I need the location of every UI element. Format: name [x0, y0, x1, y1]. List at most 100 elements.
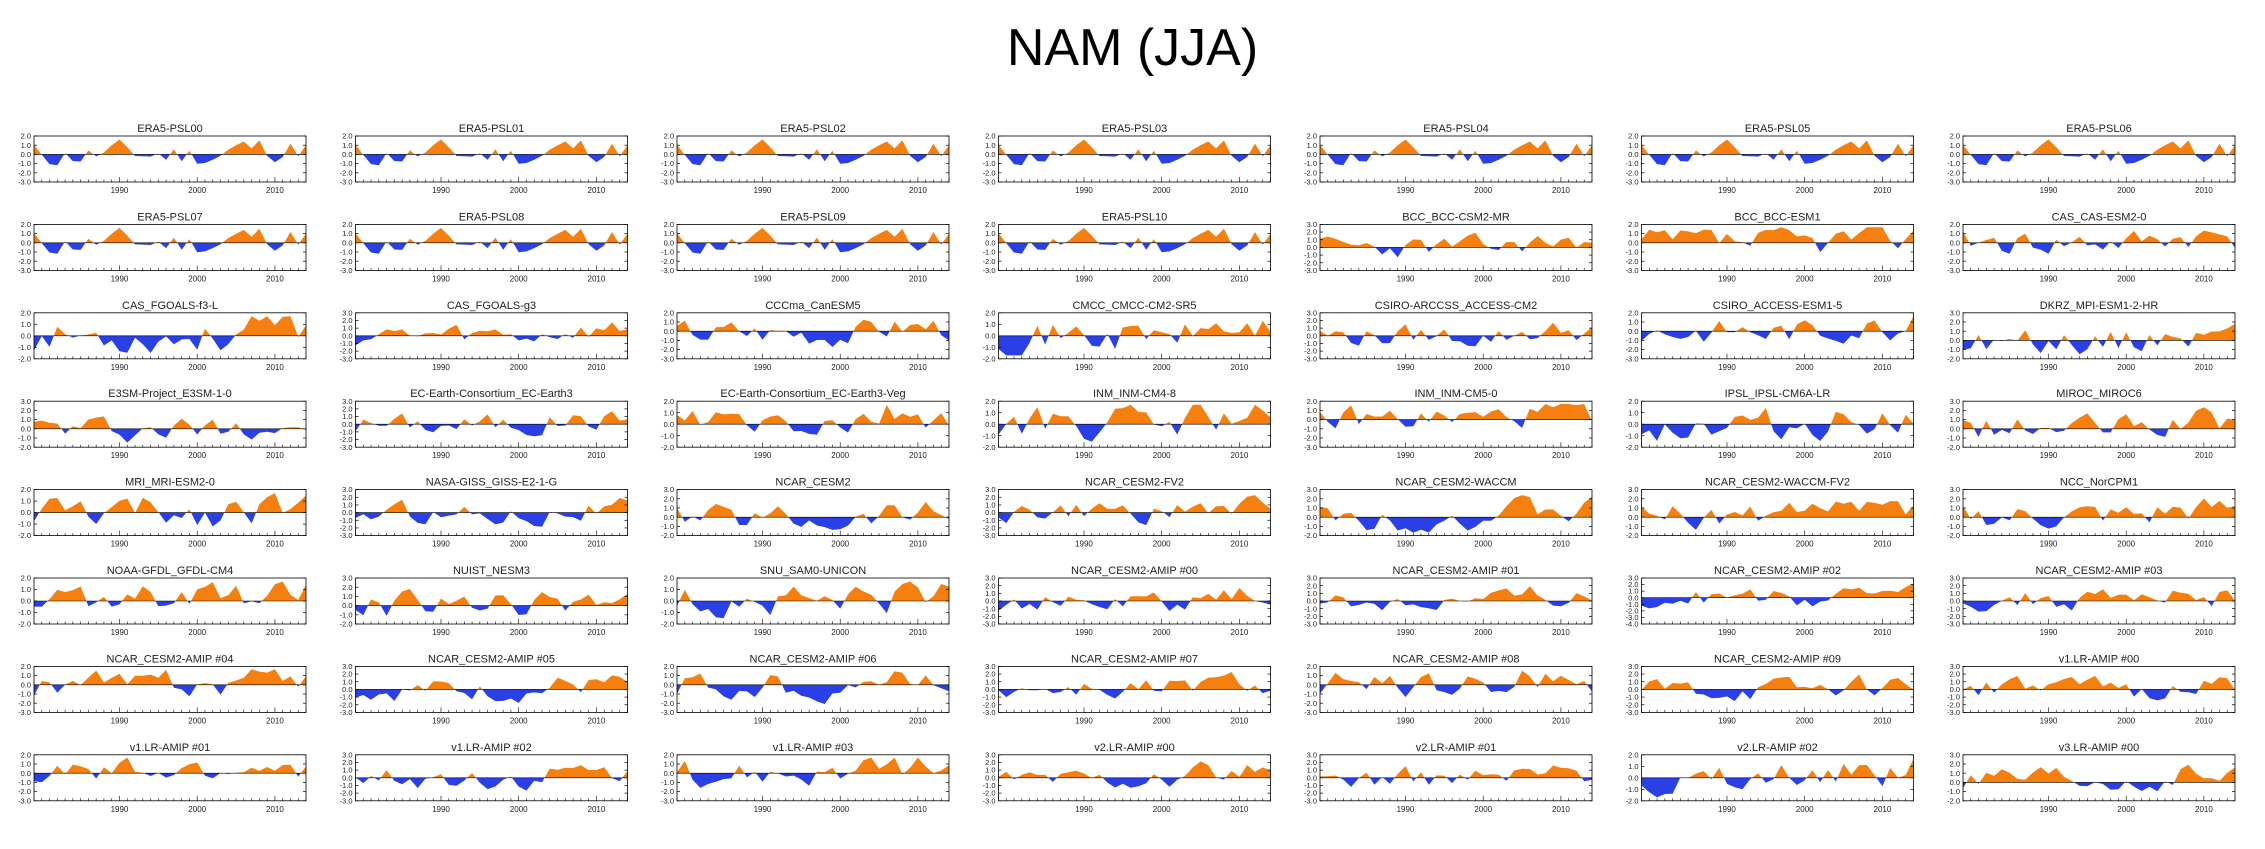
y-tick-label: 1.0 — [1950, 589, 1960, 598]
y-tick-label: 0.0 — [664, 769, 674, 778]
y-tick-label: -1.0 — [18, 248, 31, 257]
negative-area — [1660, 517, 1667, 520]
panel-title: NCAR_CESM2-FV2 — [1085, 477, 1184, 489]
negative-area — [423, 689, 427, 691]
positive-area — [1105, 404, 1154, 425]
negative-area — [709, 154, 729, 162]
plot-frame — [676, 666, 950, 713]
y-tick-label: -3.0 — [983, 708, 996, 717]
positive-area — [122, 586, 156, 601]
y-tick-label: -1.0 — [1304, 159, 1317, 168]
positive-area — [1496, 495, 1563, 518]
positive-area — [231, 423, 240, 429]
x-tick-label: 1990 — [754, 186, 772, 195]
x-tick-label: 2010 — [1231, 628, 1249, 637]
x-tick-label: 2000 — [1153, 540, 1171, 549]
x-tick-label: 2000 — [1474, 451, 1492, 460]
y-tick-label: 0.0 — [1950, 685, 1960, 694]
positive-area — [1501, 242, 1519, 248]
positive-area — [222, 140, 267, 155]
positive-area — [1891, 143, 1905, 155]
panel: NCAR_CESM2-AMIP #06 2.01.00.0-1.0-2.0-3.0… — [661, 653, 950, 725]
panel: ERA5-PSL05 2.01.00.0-1.0-2.0-3.0 1990 2000 2… — [1626, 123, 1914, 195]
y-tick-label: -1.0 — [1304, 781, 1317, 790]
y-tick-label: 1.0 — [985, 766, 995, 775]
x-tick-label: 2000 — [2117, 540, 2135, 549]
positive-area — [368, 599, 381, 606]
y-tick-label: -2.0 — [661, 443, 674, 452]
positive-area — [1011, 599, 1016, 601]
negative-area — [1970, 154, 1994, 166]
positive-area — [759, 415, 789, 425]
positive-area — [763, 506, 789, 518]
positive-area — [679, 589, 691, 601]
negative-area — [1756, 597, 1768, 601]
positive-area — [1134, 149, 1142, 155]
positive-area — [2160, 334, 2183, 341]
positive-area — [66, 764, 92, 774]
positive-area — [1092, 774, 1103, 778]
y-tick-label: -2.0 — [1626, 257, 1639, 266]
panel-title: ERA5-PSL09 — [780, 211, 845, 223]
x-tick-label: 1990 — [111, 451, 129, 460]
negative-area — [454, 689, 478, 700]
negative-area — [482, 689, 548, 703]
y-tick-label: -2.0 — [18, 531, 31, 540]
y-tick-label: 1.0 — [1307, 141, 1317, 150]
x-tick-label: 2000 — [2117, 716, 2135, 725]
x-tick-label: 2000 — [188, 805, 206, 814]
negative-area — [133, 154, 156, 157]
y-tick-label: 3.0 — [1307, 574, 1317, 583]
y-tick-label: 1.0 — [1307, 589, 1317, 598]
panel: NOAA-GFDL_GFDL-CM4 2.0 1.0 0.0 -1.0 -2.0 1990 2… — [18, 565, 307, 637]
positive-area — [284, 232, 298, 243]
y-tick-label: -3.0 — [1947, 620, 1960, 629]
negative-area — [493, 424, 499, 428]
positive-area — [1193, 320, 1271, 336]
y-tick-label: 0.0 — [1628, 150, 1638, 159]
y-tick-label: 2.0 — [1628, 397, 1638, 406]
positive-area — [491, 149, 499, 155]
negative-area — [546, 335, 563, 339]
y-tick-label: 0.0 — [1950, 597, 1960, 606]
negative-area — [1379, 154, 1387, 157]
positive-area — [1907, 145, 1914, 155]
panel-title: DKRZ_MPI-ESM1-2-HR — [2040, 300, 2159, 312]
positive-area — [281, 427, 304, 429]
y-tick-label: 1.0 — [1950, 141, 1960, 150]
positive-area — [998, 771, 1013, 778]
panel: CAS_FGOALS-f3-L 2.0 1.0 0.0 -1.0 -2.0 1990 2000… — [18, 300, 307, 372]
x-tick-label: 2010 — [588, 540, 606, 549]
negative-area — [752, 601, 777, 616]
y-tick-label: -1.0 — [661, 522, 674, 531]
y-tick-label: -2.0 — [1304, 168, 1317, 177]
negative-area — [1030, 154, 1051, 162]
positive-area — [1016, 772, 1049, 778]
y-tick-label: -2.0 — [1947, 531, 1960, 540]
y-tick-label: -2.0 — [1947, 168, 1960, 177]
y-tick-label: 2.0 — [1628, 580, 1638, 589]
y-tick-label: 1.0 — [664, 408, 674, 417]
plot-frame — [33, 754, 307, 802]
positive-area — [929, 413, 949, 425]
positive-area — [998, 144, 1006, 155]
y-tick-label: 2.0 — [985, 132, 995, 141]
positive-area — [2011, 509, 2032, 518]
positive-area — [764, 675, 782, 685]
negative-area — [107, 601, 123, 607]
x-tick-label: 2010 — [1874, 451, 1892, 460]
positive-area — [1671, 153, 1674, 155]
negative-area — [1032, 512, 1053, 519]
y-tick-label: 2.0 — [21, 308, 31, 317]
negative-area — [191, 512, 225, 527]
positive-area — [2036, 596, 2052, 601]
x-tick-label: 2010 — [266, 186, 284, 195]
y-tick-label: -1.0 — [18, 520, 31, 529]
x-tick-label: 2000 — [1796, 274, 1814, 283]
negative-area — [2161, 242, 2169, 247]
positive-area — [2012, 419, 2024, 429]
y-tick-label: -2.0 — [661, 787, 674, 796]
y-tick-label: -2.0 — [340, 524, 353, 533]
negative-area — [1230, 242, 1249, 251]
positive-area — [411, 685, 424, 690]
